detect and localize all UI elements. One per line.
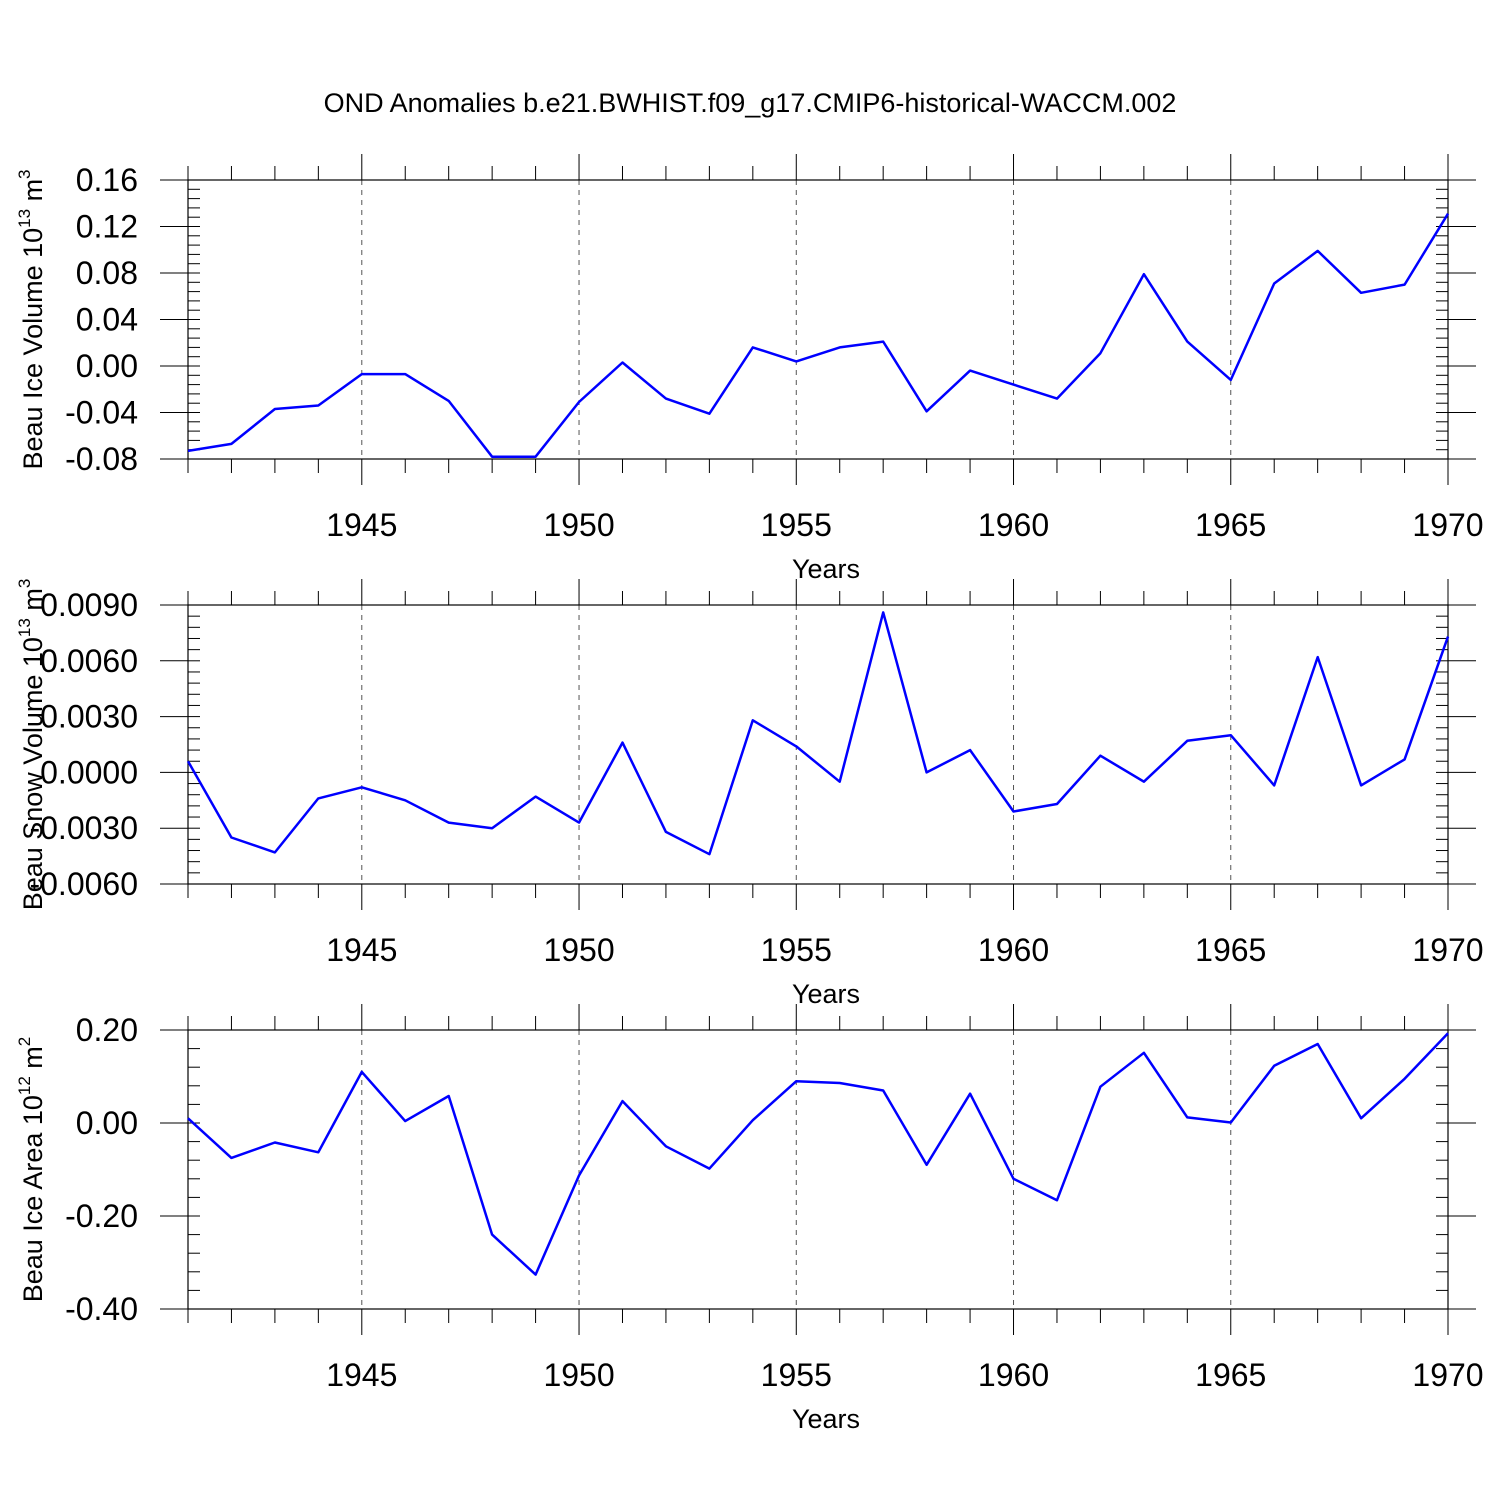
ice-volume-plot-frame (187, 179, 1449, 460)
ice-volume-series-line (187, 213, 1450, 458)
ice-volume-y-tick-label: 0.00 (76, 348, 138, 384)
snow-volume-y-tick-label: -0.0030 (29, 810, 138, 846)
snow-volume-y-tick-label: 0.0090 (40, 587, 138, 623)
ice-volume-y-tick-label: 0.12 (76, 209, 138, 245)
ice-area-y-tick-label: -0.20 (65, 1198, 138, 1234)
snow-volume-x-tick-label-1955: 1955 (761, 932, 832, 968)
ice-area-x-tick-label-1960: 1960 (978, 1357, 1049, 1393)
snow-volume-x-tick-label-1965: 1965 (1195, 932, 1266, 968)
ice-area-y-tick-label: -0.40 (65, 1291, 138, 1327)
ice-volume-y-tick-label: 0.04 (76, 302, 138, 338)
snow-volume-plot-frame (187, 604, 1449, 885)
ice-area-y-axis-title-unit: m (18, 1046, 48, 1076)
snow-volume-series-line (186, 611, 1450, 856)
ice-area-y-axis-title-main: Beau Ice Area 10 (18, 1095, 48, 1302)
ice-area-x-tick-label-1955: 1955 (761, 1357, 832, 1393)
ice-area-series-line (187, 1032, 1449, 1276)
ice-area-y-axis-title-exp: 12 (15, 1076, 34, 1095)
snow-volume-x-axis-title: Years (792, 979, 860, 1009)
ice-volume-x-tick-label-1970: 1970 (1412, 507, 1483, 543)
snow-volume-y-axis-title-main: Beau Snow Volume 10 (18, 637, 48, 910)
ice-area-plot-frame (187, 1029, 1449, 1310)
snow-volume-y-tick-label: 0.0030 (40, 699, 138, 735)
snow-volume-x-tick-label-1970: 1970 (1412, 932, 1483, 968)
snow-volume-x-tick-label-1950: 1950 (543, 932, 614, 968)
ice-area-x-tick-label-1965: 1965 (1195, 1357, 1266, 1393)
ice-area-y-axis-title-unit-exp: 2 (15, 1037, 34, 1046)
snow-volume-y-axis-title-unit-exp: 3 (15, 579, 34, 588)
snow-volume-y-tick-label: -0.0060 (29, 866, 138, 902)
snow-volume-y-axis-title: Beau Snow Volume 1013 m3 (15, 579, 48, 911)
ice-volume-x-tick-label-1955: 1955 (761, 507, 832, 543)
ice-volume-x-tick-label-1960: 1960 (978, 507, 1049, 543)
panel-ice-volume: 0.16 0.12 0.08 0.04 0.00 -0.04 -0.08 1945 1950 19… (15, 154, 1484, 584)
ice-area-x-tick-label-1945: 1945 (326, 1357, 397, 1393)
ice-volume-x-tick-label-1945: 1945 (326, 507, 397, 543)
ice-area-x-tick-label-1950: 1950 (543, 1357, 614, 1393)
panel-snow-volume: 0.0090 0.0060 0.0030 0.0000 -0.0030 -0.0060 19… (15, 579, 1484, 1009)
ice-volume-y-axis-title-unit: m (18, 179, 48, 209)
snow-volume-y-axis-title-unit: m (18, 588, 48, 618)
snow-volume-y-tick-label: 0.0000 (40, 754, 138, 790)
ice-volume-y-axis-title-exp: 13 (15, 209, 34, 228)
ice-area-y-tick-label: 0.00 (76, 1105, 138, 1141)
ice-volume-y-axis-title-main: Beau Ice Volume 10 (18, 228, 48, 470)
ice-volume-y-tick-label: -0.08 (65, 441, 138, 477)
snow-volume-x-tick-label-1960: 1960 (978, 932, 1049, 968)
snow-volume-y-axis-title-exp: 13 (15, 618, 34, 637)
ice-area-x-tick-label-1970: 1970 (1412, 1357, 1483, 1393)
ice-volume-y-tick-label: 0.08 (76, 255, 138, 291)
ice-volume-y-tick-label: 0.16 (76, 162, 138, 198)
ice-volume-y-axis-title: Beau Ice Volume 1013 m3 (15, 169, 48, 469)
snow-volume-x-tick-label-1945: 1945 (326, 932, 397, 968)
ice-area-y-axis-title: Beau Ice Area 1012 m2 (15, 1037, 48, 1303)
snow-volume-y-tick-label: 0.0060 (40, 643, 138, 679)
ice-volume-x-tick-label-1950: 1950 (543, 507, 614, 543)
ice-area-x-axis-title: Years (792, 1404, 860, 1434)
figure-title: OND Anomalies b.e21.BWHIST.f09_g17.CMIP6… (323, 88, 1177, 118)
ice-volume-y-axis-title-unit-exp: 3 (15, 169, 34, 178)
panel-ice-area: 0.20 0.00 -0.20 -0.40 1945 1950 1955 1960 1965 19… (15, 1004, 1484, 1434)
ice-volume-y-tick-label: -0.04 (65, 395, 138, 431)
ice-area-y-tick-label: 0.20 (76, 1012, 138, 1048)
ice-volume-x-tick-label-1965: 1965 (1195, 507, 1266, 543)
ice-volume-x-axis-title: Years (792, 554, 860, 584)
